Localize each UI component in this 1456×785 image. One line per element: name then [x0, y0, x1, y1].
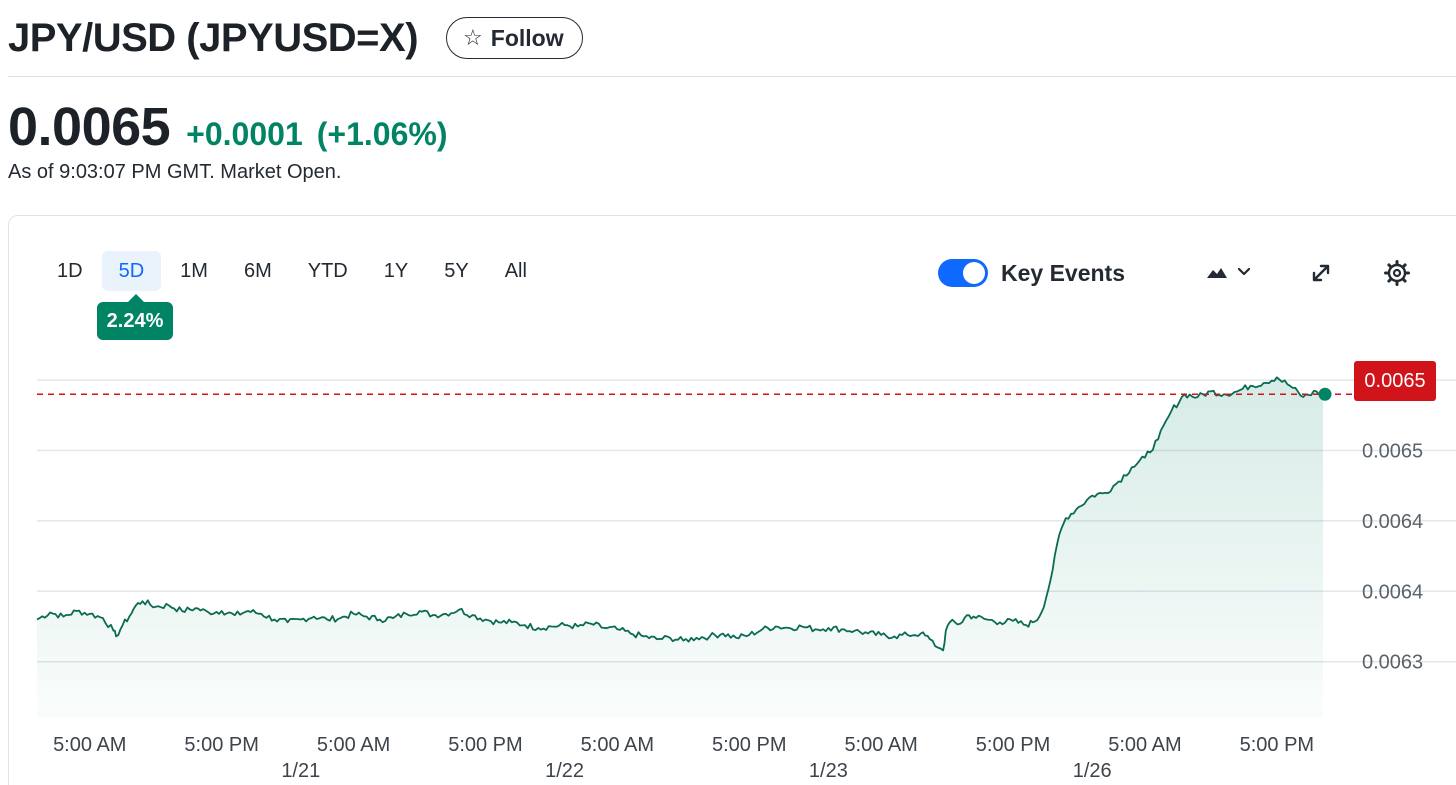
- x-tick-label: 5:00 AM: [581, 734, 654, 756]
- follow-button[interactable]: ☆ Follow: [446, 17, 583, 59]
- period-change-badge: 2.24%: [97, 294, 173, 340]
- x-tick-label: 5:00 PM: [976, 734, 1050, 756]
- x-tick-label: 5:00 AM: [844, 734, 917, 756]
- mountain-chart-icon: [1207, 267, 1251, 278]
- key-events-toggle[interactable]: [938, 259, 988, 287]
- x-tick-label: 5:00 PM: [448, 734, 522, 756]
- price-change: +0.0001: [186, 116, 303, 152]
- tab-all[interactable]: All: [504, 259, 527, 282]
- current-price-dot: [1318, 387, 1332, 401]
- tab-ytd[interactable]: YTD: [307, 259, 348, 282]
- current-price: 0.0065: [8, 97, 171, 157]
- x-date-label: 1/23: [809, 760, 848, 782]
- settings-button[interactable]: [1382, 258, 1412, 288]
- x-date-label: 1/26: [1073, 760, 1112, 782]
- gear-icon: [1384, 260, 1410, 286]
- star-icon: ☆: [463, 25, 483, 50]
- y-tick-label: 0.0064: [1362, 581, 1423, 603]
- x-date-label: 1/22: [545, 760, 584, 782]
- y-tick-label: 0.0065: [1362, 441, 1423, 463]
- x-date-label: 1/21: [281, 760, 320, 782]
- expand-icon: [1312, 264, 1330, 282]
- toggle-knob: [963, 262, 985, 284]
- tab-1d[interactable]: 1D: [57, 259, 83, 282]
- x-tick-label: 5:00 PM: [712, 734, 786, 756]
- expand-button[interactable]: [1306, 258, 1336, 288]
- price-row: 0.0065 +0.0001 (+1.06%): [8, 96, 447, 158]
- x-tick-label: 5:00 PM: [1240, 734, 1314, 756]
- tab-5y[interactable]: 5Y: [444, 259, 469, 282]
- header-divider: [8, 76, 1456, 77]
- x-tick-label: 5:00 AM: [1108, 734, 1181, 756]
- tab-1y[interactable]: 1Y: [383, 259, 409, 282]
- follow-label: Follow: [490, 24, 564, 51]
- quote-header: JPY/USD (JPYUSD=X) ☆ Follow: [8, 12, 583, 64]
- price-chart[interactable]: 0.0065 0.0065 0.0064 0.0064 0.0063 5:00 AM 5:0…: [0, 330, 1456, 785]
- price-area: [37, 377, 1323, 718]
- current-price-flag: 0.0065: [1354, 361, 1436, 401]
- key-events-label: Key Events: [1001, 260, 1126, 286]
- price-change-percent: (+1.06%): [316, 116, 448, 152]
- market-status: As of 9:03:07 PM GMT. Market Open.: [8, 161, 342, 183]
- y-tick-label: 0.0064: [1362, 511, 1423, 533]
- x-tick-label: 5:00 PM: [184, 734, 258, 756]
- page-title: JPY/USD (JPYUSD=X): [8, 15, 419, 60]
- range-tabs: 1D 5D 1M 6M YTD 1Y 5Y All: [40, 251, 546, 291]
- price-line: [36, 376, 1324, 652]
- chart-type-button[interactable]: [1203, 258, 1259, 288]
- x-tick-label: 5:00 AM: [53, 734, 126, 756]
- x-tick-label: 5:00 AM: [317, 734, 390, 756]
- tab-6m[interactable]: 6M: [243, 259, 272, 282]
- tab-5d[interactable]: 5D: [101, 251, 162, 291]
- y-tick-label: 0.0063: [1362, 652, 1423, 674]
- tab-1m[interactable]: 1M: [180, 259, 208, 282]
